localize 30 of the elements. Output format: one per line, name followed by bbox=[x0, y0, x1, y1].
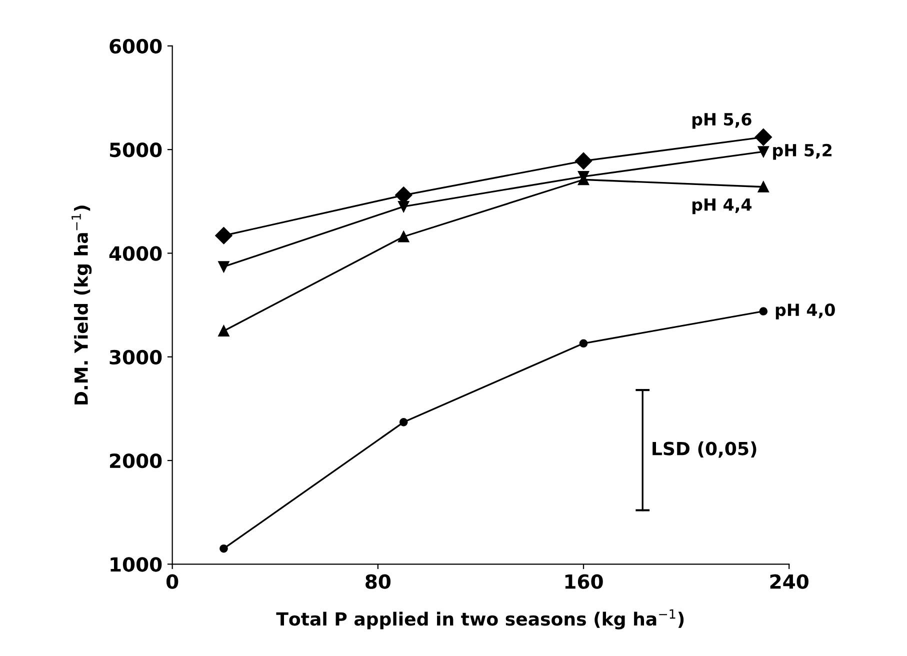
point bbox=[758, 181, 769, 192]
y-tick-label: 6000 bbox=[110, 38, 162, 54]
x-tick-label: 160 bbox=[565, 574, 603, 589]
series-label: pH 5,2 bbox=[773, 144, 832, 160]
point bbox=[579, 339, 588, 348]
x-axis-title: Total P applied in two seasons (kg ha$^{−1}$) bbox=[276, 609, 684, 630]
series-label: pH 5,6 bbox=[692, 112, 752, 129]
point bbox=[215, 227, 232, 244]
series-label: pH 4,0 bbox=[776, 303, 835, 320]
y-tick-label: 3000 bbox=[110, 350, 162, 365]
point bbox=[398, 201, 410, 212]
x-tick-label: 0 bbox=[166, 574, 178, 589]
point bbox=[399, 418, 408, 426]
y-tick-label: 4000 bbox=[109, 246, 162, 261]
annotation: LSD (0,05) bbox=[652, 441, 756, 458]
point bbox=[754, 128, 772, 146]
point bbox=[218, 325, 230, 337]
point bbox=[220, 544, 228, 553]
series-label: pH 4,4 bbox=[692, 198, 752, 214]
x-tick-label: 80 bbox=[366, 574, 391, 589]
point bbox=[758, 146, 769, 158]
y-tick-label: 2000 bbox=[110, 453, 162, 468]
point bbox=[398, 231, 410, 242]
y-axis-title: D.M. Yield (kg ha$^{−1}$) bbox=[72, 206, 92, 404]
point bbox=[759, 307, 768, 316]
point bbox=[218, 261, 230, 272]
y-tick-label: 5000 bbox=[110, 142, 162, 158]
x-tick-label: 240 bbox=[770, 574, 808, 589]
point bbox=[574, 152, 592, 170]
y-tick-label: 1000 bbox=[110, 557, 162, 572]
